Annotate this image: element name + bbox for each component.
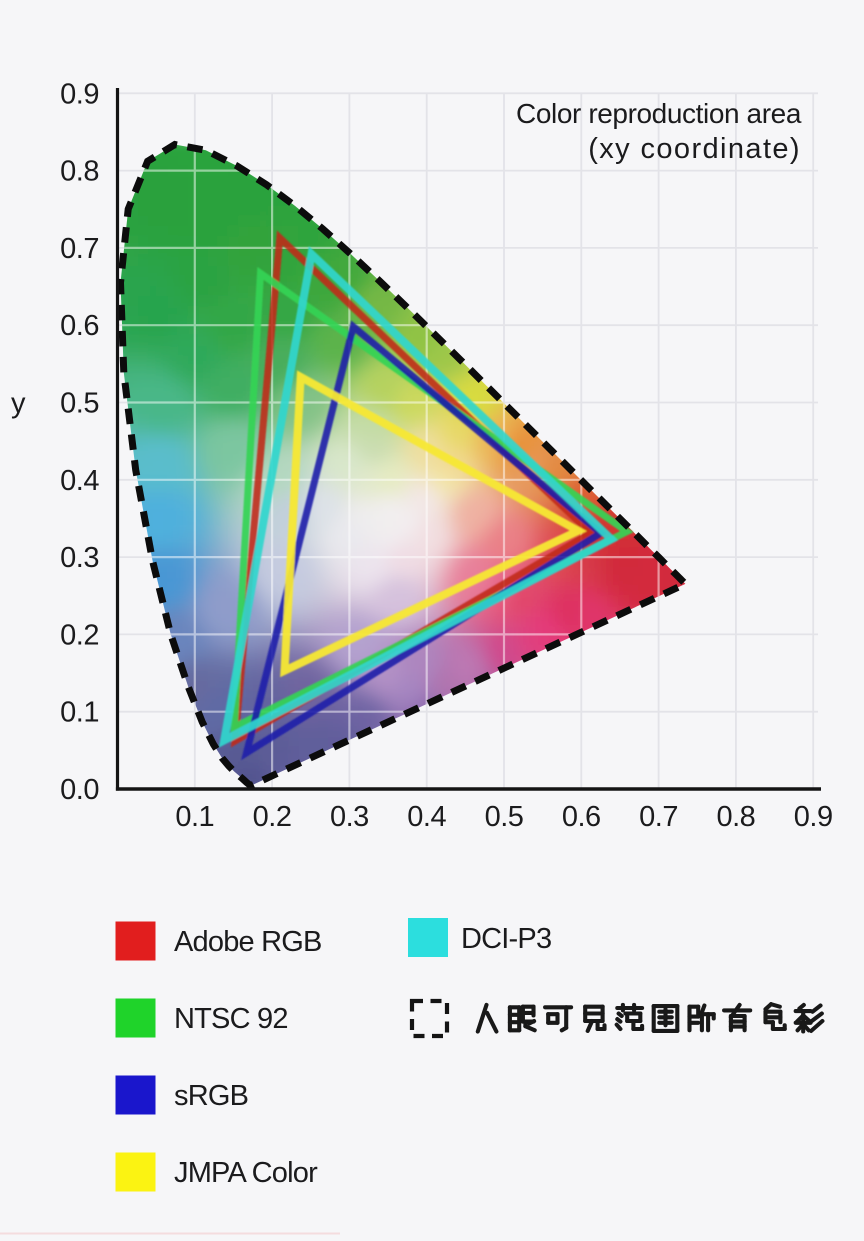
svg-text:0.8: 0.8 <box>60 156 99 188</box>
svg-text:0.1: 0.1 <box>175 801 214 833</box>
svg-text:0.5: 0.5 <box>60 388 99 420</box>
svg-text:0.3: 0.3 <box>60 542 99 574</box>
svg-text:Color reproduction area: Color reproduction area <box>516 98 802 129</box>
svg-text:0.1: 0.1 <box>60 697 99 729</box>
svg-text:0.2: 0.2 <box>253 801 292 833</box>
svg-text:DCI-P3: DCI-P3 <box>461 923 551 955</box>
svg-text:0.5: 0.5 <box>485 801 524 833</box>
svg-text:0.2: 0.2 <box>60 619 99 651</box>
svg-text:y: y <box>11 388 26 420</box>
svg-text:(xy coordinate): (xy coordinate) <box>588 133 801 165</box>
svg-text:0.6: 0.6 <box>562 801 601 833</box>
svg-text:0.4: 0.4 <box>60 465 99 497</box>
svg-text:Adobe RGB: Adobe RGB <box>174 926 322 958</box>
svg-text:0.7: 0.7 <box>60 233 99 265</box>
svg-text:0.6: 0.6 <box>60 310 99 342</box>
svg-text:0.8: 0.8 <box>716 801 755 833</box>
svg-text:0.9: 0.9 <box>794 801 833 833</box>
svg-text:0.3: 0.3 <box>330 801 369 833</box>
svg-text:0.7: 0.7 <box>639 801 678 833</box>
svg-text:NTSC 92: NTSC 92 <box>174 1003 288 1035</box>
svg-text:sRGB: sRGB <box>174 1080 248 1112</box>
svg-text:JMPA Color: JMPA Color <box>174 1157 318 1189</box>
svg-text:0.0: 0.0 <box>60 774 99 806</box>
svg-text:0.9: 0.9 <box>60 78 99 110</box>
svg-text:0.4: 0.4 <box>407 801 446 833</box>
